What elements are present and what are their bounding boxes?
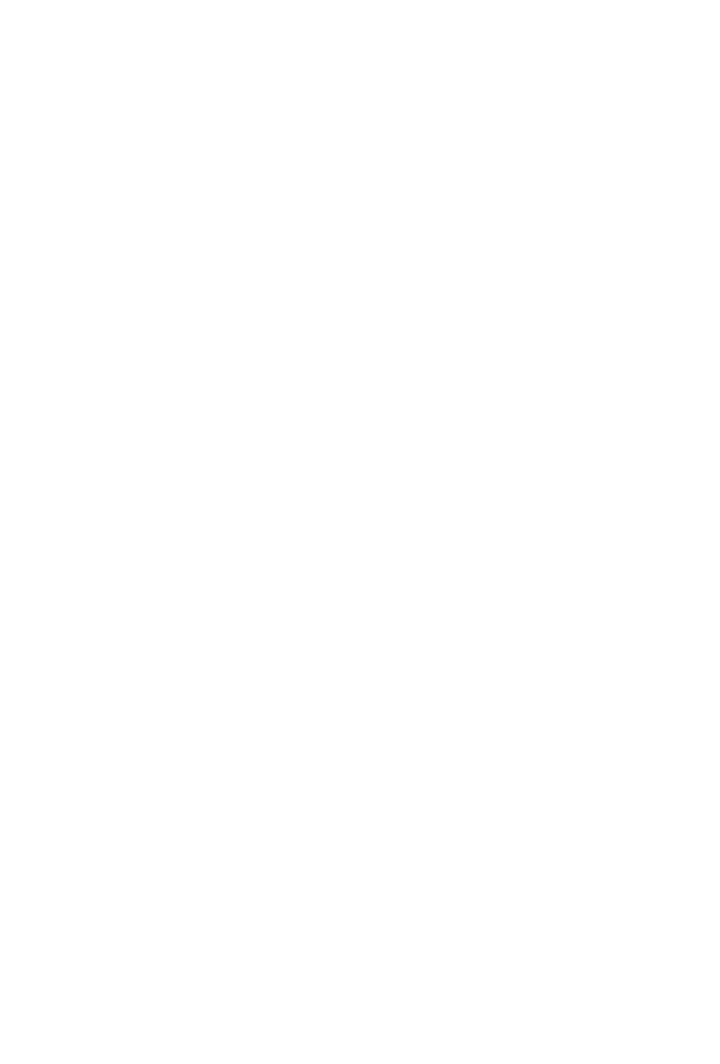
Bar [382,31,418,34]
Text: H: H [378,814,397,834]
Text: A: A [14,11,32,31]
Bar [382,566,418,570]
Bar [18,298,53,302]
Bar [18,834,53,837]
Bar [18,566,53,570]
Text: F: F [378,547,393,566]
Bar [382,298,418,302]
Text: B: B [378,11,395,31]
Bar [382,834,418,837]
Text: C: C [14,279,31,298]
Text: G: G [14,814,32,834]
Text: D: D [378,279,397,298]
Text: E: E [14,547,30,566]
Bar [18,31,53,34]
